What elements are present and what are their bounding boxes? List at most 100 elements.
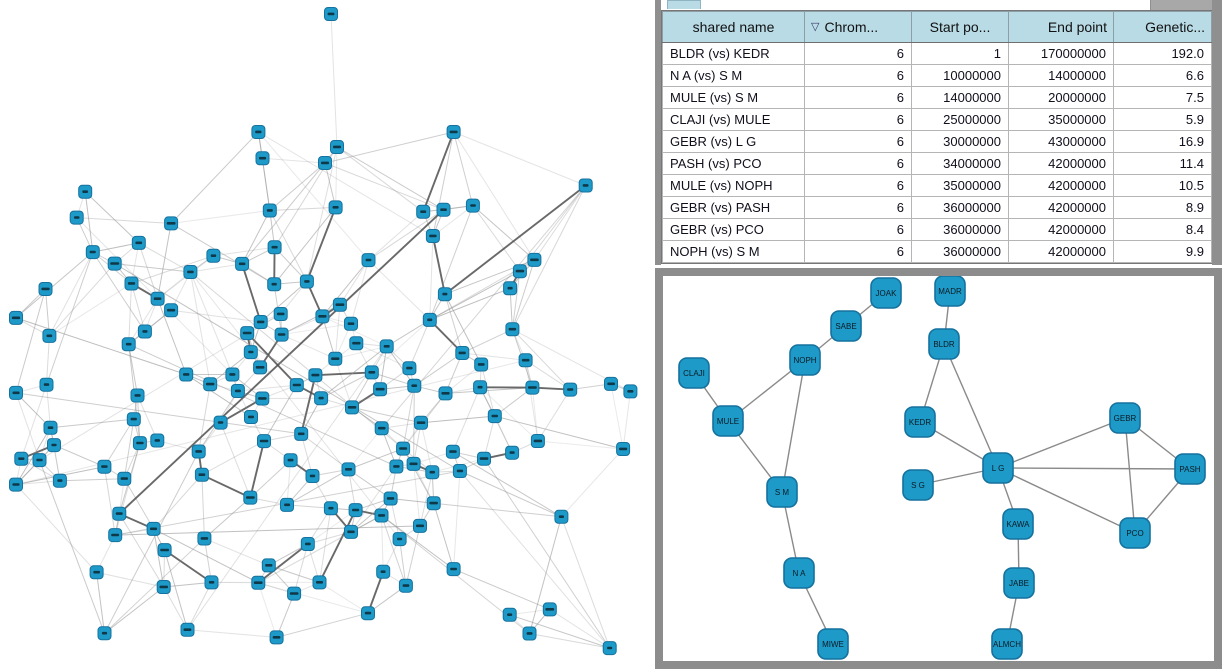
network-node[interactable]: [14, 451, 29, 466]
network-node[interactable]: [150, 291, 165, 306]
network-edge[interactable]: [371, 371, 415, 387]
network-edge[interactable]: [453, 131, 535, 261]
network-node[interactable]: [183, 265, 198, 279]
network-edge[interactable]: [258, 131, 434, 237]
network-edge[interactable]: [419, 472, 433, 527]
network-node[interactable]: [157, 543, 172, 558]
network-node[interactable]: [616, 442, 631, 456]
network-edge[interactable]: [118, 513, 165, 588]
network-node[interactable]: [374, 508, 389, 523]
network-edge[interactable]: [138, 242, 159, 299]
filter-funnel-icon[interactable]: ▽: [811, 20, 820, 33]
network-edge[interactable]: [187, 582, 212, 631]
network-edge[interactable]: [39, 313, 281, 461]
network-node[interactable]: [308, 368, 323, 383]
network-node[interactable]: [243, 345, 258, 360]
network-node[interactable]: [289, 378, 304, 393]
network-node[interactable]: [348, 503, 363, 518]
network-edge[interactable]: [258, 515, 382, 584]
network-node-l-g[interactable]: L G: [982, 452, 1014, 484]
network-node[interactable]: [445, 444, 460, 459]
overview-network-canvas[interactable]: [0, 0, 655, 669]
network-edge[interactable]: [281, 304, 341, 336]
network-node[interactable]: [361, 606, 375, 621]
network-edge[interactable]: [286, 504, 331, 509]
network-node[interactable]: [97, 459, 112, 474]
network-node[interactable]: [312, 575, 327, 590]
network-edge[interactable]: [15, 288, 46, 394]
network-edge[interactable]: [103, 418, 135, 467]
network-node[interactable]: [578, 178, 593, 193]
network-edge[interactable]: [204, 538, 269, 566]
network-edge[interactable]: [379, 346, 388, 390]
network-edge[interactable]: [943, 343, 999, 469]
network-node[interactable]: [330, 140, 344, 154]
network-edge[interactable]: [307, 509, 356, 545]
network-edge[interactable]: [185, 374, 252, 418]
network-edge[interactable]: [483, 458, 611, 649]
network-edge[interactable]: [452, 451, 562, 518]
network-edge[interactable]: [84, 191, 140, 244]
network-node[interactable]: [542, 602, 557, 617]
network-node[interactable]: [344, 524, 358, 539]
network-edge[interactable]: [453, 470, 461, 570]
network-node-claji[interactable]: CLAJI: [678, 357, 710, 389]
network-node[interactable]: [332, 297, 347, 312]
network-node-kawa[interactable]: KAWA: [1002, 508, 1034, 540]
network-node[interactable]: [407, 378, 422, 393]
network-edge[interactable]: [334, 358, 353, 408]
network-edge[interactable]: [170, 222, 275, 285]
network-edge[interactable]: [268, 564, 320, 583]
network-edge[interactable]: [59, 478, 125, 482]
network-node[interactable]: [230, 384, 245, 398]
network-node[interactable]: [255, 151, 270, 166]
network-edge[interactable]: [241, 162, 326, 265]
network-edge[interactable]: [512, 328, 571, 390]
network-node-almch[interactable]: ALMCH: [991, 628, 1023, 660]
table-row[interactable]: BLDR (vs) KEDR 6 1 170000000 192.0: [662, 42, 1212, 65]
network-edge[interactable]: [339, 259, 369, 306]
network-edge[interactable]: [509, 614, 610, 649]
network-node[interactable]: [243, 490, 258, 505]
network-node[interactable]: [602, 641, 617, 656]
network-edge[interactable]: [399, 539, 407, 586]
network-node[interactable]: [251, 575, 266, 590]
network-node[interactable]: [328, 200, 343, 215]
table-tab-indicator[interactable]: [667, 0, 701, 9]
network-node[interactable]: [477, 451, 491, 466]
network-edge[interactable]: [405, 525, 421, 586]
network-edge[interactable]: [324, 162, 444, 211]
network-edge[interactable]: [381, 515, 454, 570]
network-edge[interactable]: [462, 352, 526, 361]
network-edge[interactable]: [549, 608, 610, 649]
network-node[interactable]: [402, 361, 417, 376]
network-node[interactable]: [413, 518, 427, 533]
network-node[interactable]: [9, 310, 23, 325]
network-edge[interactable]: [128, 298, 159, 345]
network-edge[interactable]: [529, 516, 562, 634]
network-node[interactable]: [314, 391, 329, 406]
network-edge[interactable]: [368, 209, 444, 261]
network-edge[interactable]: [322, 315, 387, 347]
network-node[interactable]: [203, 377, 218, 392]
detail-network-canvas[interactable]: JOAK MADR SABE NOPH CLAJI MULE BLDR KEDR GEBR L G…: [663, 276, 1214, 661]
network-edge[interactable]: [15, 359, 526, 486]
network-edge[interactable]: [15, 392, 302, 435]
network-node[interactable]: [422, 312, 437, 327]
table-row[interactable]: GEBR (vs) PASH 6 36000000 42000000 8.9: [662, 196, 1212, 219]
network-edge[interactable]: [153, 474, 203, 530]
network-edge[interactable]: [330, 13, 338, 148]
network-edge[interactable]: [163, 586, 188, 631]
network-edge[interactable]: [335, 345, 387, 360]
network-node[interactable]: [240, 326, 255, 341]
network-node[interactable]: [452, 464, 467, 478]
network-edge[interactable]: [306, 146, 338, 282]
network-node[interactable]: [414, 415, 428, 430]
network-node[interactable]: [130, 388, 145, 403]
network-node[interactable]: [305, 469, 320, 483]
network-edge[interactable]: [453, 568, 550, 610]
network-node[interactable]: [396, 441, 411, 456]
network-edge[interactable]: [46, 251, 94, 385]
network-edge[interactable]: [429, 235, 434, 320]
network-node[interactable]: [97, 626, 112, 641]
